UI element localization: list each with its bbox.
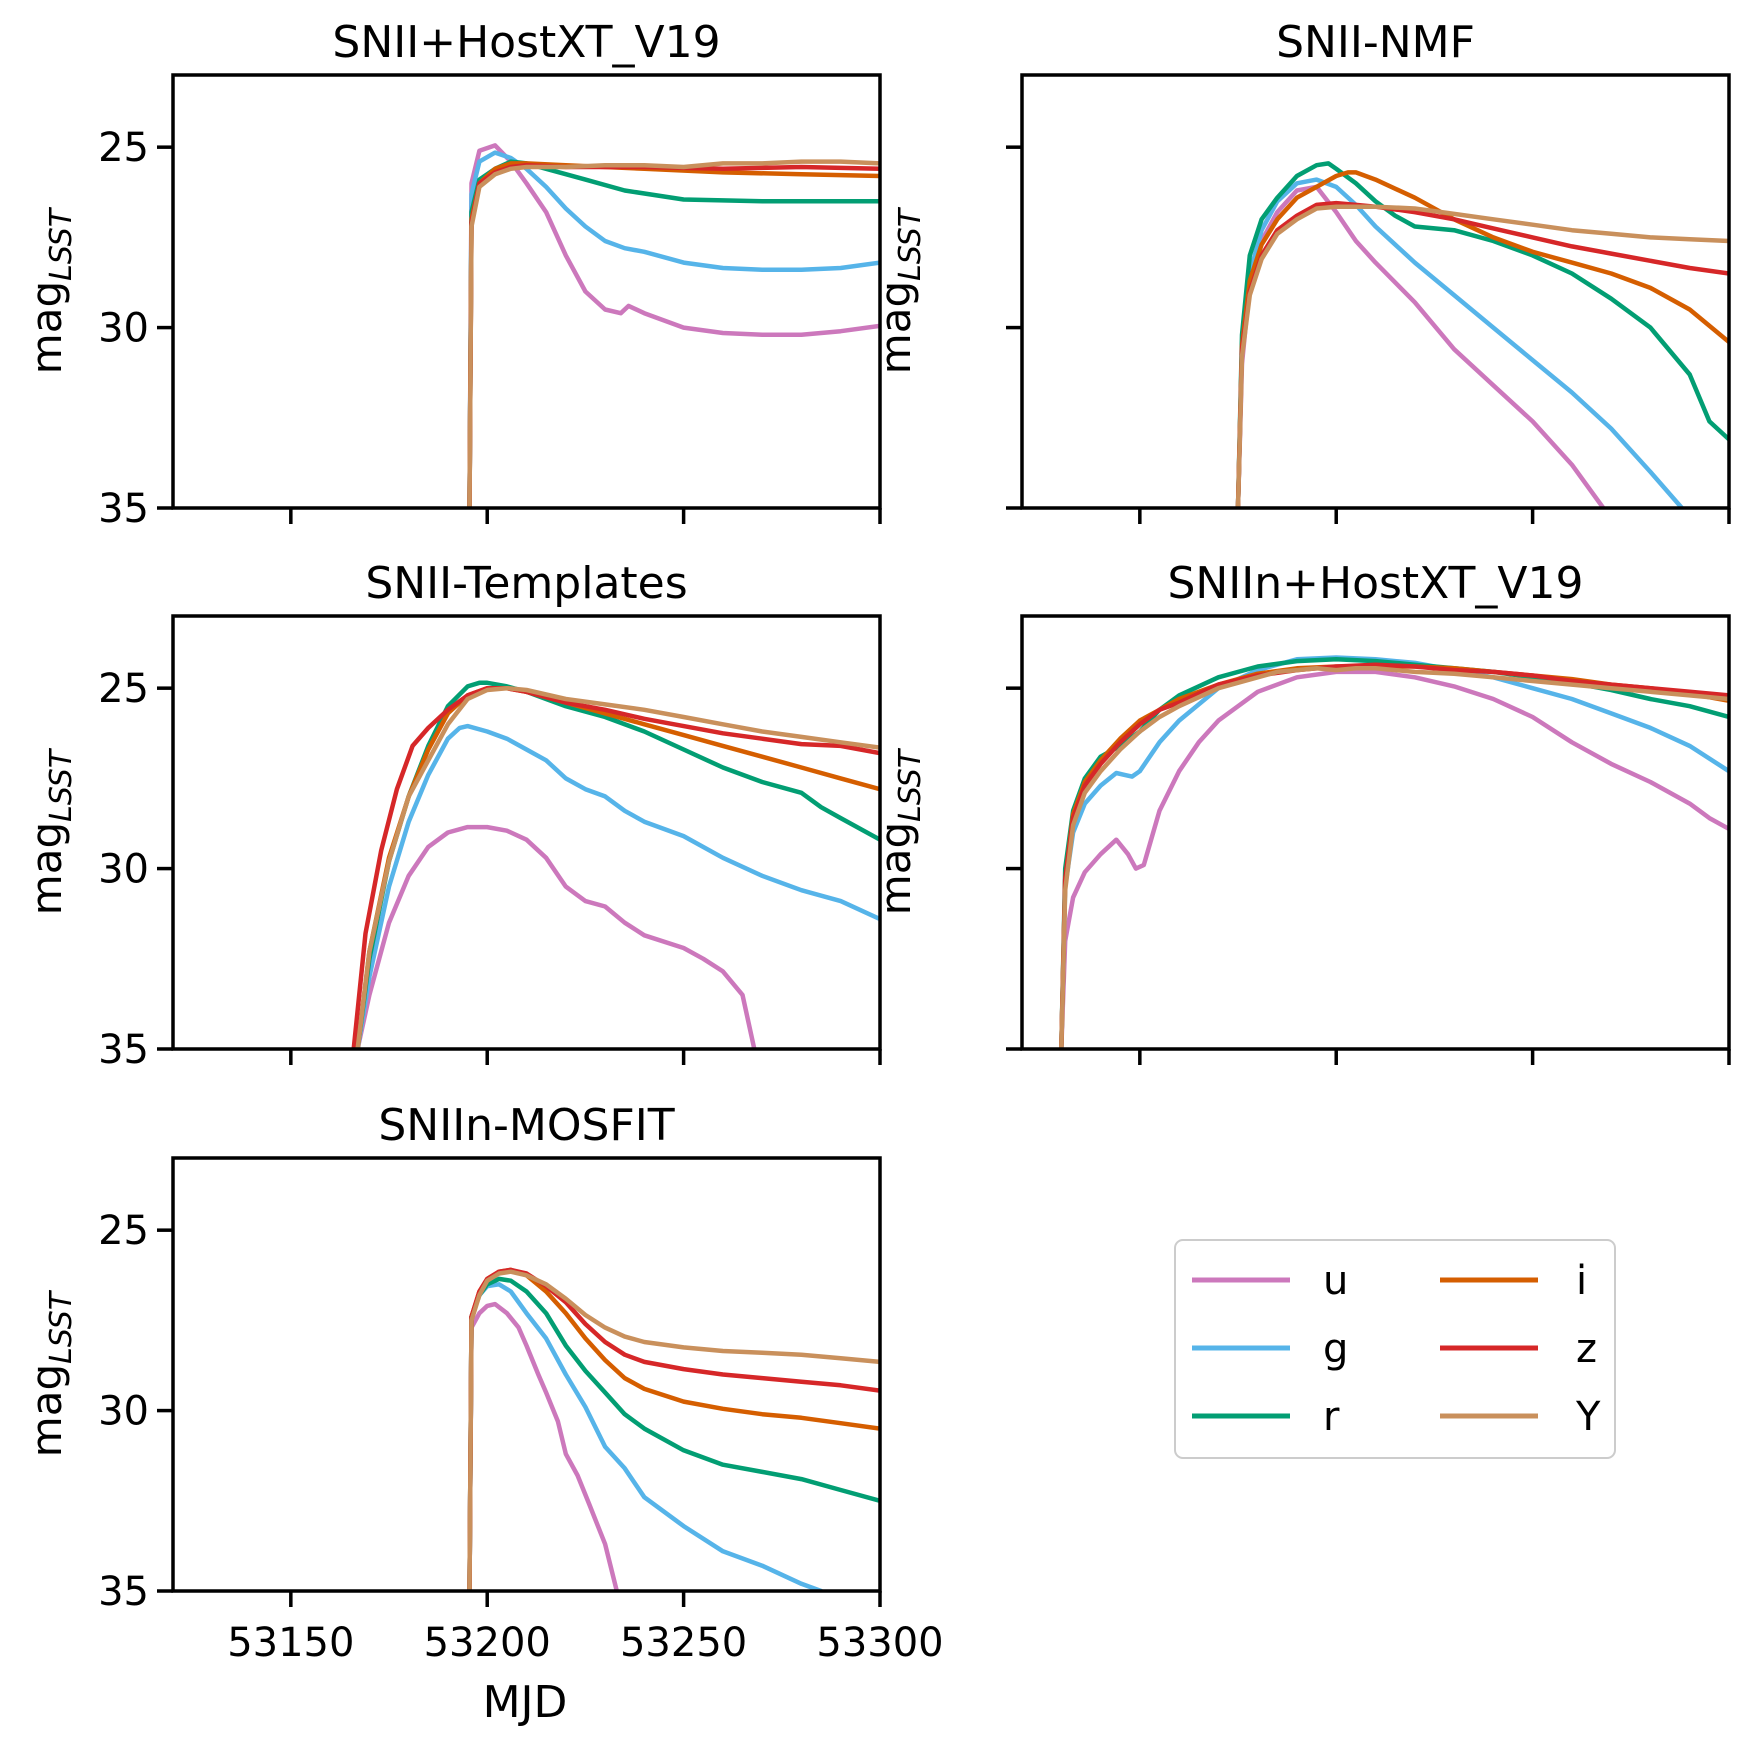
series-line-r <box>1235 161 1729 508</box>
series-line-u <box>355 824 757 1049</box>
series-line-u <box>1235 184 1606 508</box>
y-axis-label-subscript: LSST <box>44 747 79 822</box>
axes-frame <box>1020 614 1731 1051</box>
legend-label-Y: Y <box>1575 1394 1601 1440</box>
series-line-r <box>467 159 880 508</box>
y-tick-label: 30 <box>98 306 149 352</box>
y-tick-label: 30 <box>98 1389 149 1435</box>
y-axis-label-subscript: LSST <box>44 206 79 281</box>
series-line-Y <box>467 1269 880 1591</box>
y-tick-label: 35 <box>98 1027 149 1073</box>
x-tick-label: 53200 <box>424 1620 551 1666</box>
legend-label-z: z <box>1576 1326 1597 1372</box>
series-group <box>467 1267 880 1591</box>
legend-label-u: u <box>1323 1258 1348 1304</box>
axes-frame <box>1020 73 1731 510</box>
y-axis-label-main: mag <box>22 281 71 374</box>
legend: u g r i z Y <box>1174 1239 1616 1459</box>
series-group <box>1059 655 1729 1049</box>
y-tick-label: 30 <box>98 847 149 893</box>
y-axis-label: magLSST <box>871 747 928 915</box>
y-axis-label: magLSST <box>22 747 79 915</box>
panel-title: SNII-Templates <box>365 558 687 609</box>
series-line-g <box>355 723 880 1049</box>
series-line-Y <box>467 159 880 508</box>
y-tick-label: 25 <box>98 1208 149 1254</box>
y-axis-label-subscript: LSST <box>893 206 928 281</box>
series-line-u <box>467 143 880 508</box>
x-tick-label: 53300 <box>816 1620 943 1666</box>
y-axis-label-main: mag <box>22 1364 71 1457</box>
series-line-g <box>1235 177 1685 508</box>
y-axis-label: magLSST <box>22 206 79 374</box>
series-line-i <box>467 161 880 508</box>
y-axis-label-main: mag <box>871 822 920 915</box>
y-axis-label-subscript: LSST <box>893 747 928 822</box>
series-line-g <box>467 150 880 508</box>
y-tick-label: 35 <box>98 1569 149 1615</box>
series-line-Y <box>1059 666 1729 1049</box>
panel-title: SNII-NMF <box>1276 17 1475 68</box>
panels: 253035SNII+HostXT_V19magLSSTSNII-NMFmagL… <box>22 17 1731 1728</box>
legend-frame <box>1174 1239 1616 1459</box>
legend-label-r: r <box>1323 1394 1340 1440</box>
x-tick-label: 53150 <box>227 1620 354 1666</box>
y-axis-label: magLSST <box>22 1289 79 1457</box>
axes-frame <box>171 73 882 510</box>
panel-5: 25 30 35 53150 53200 53250 53300 SNIIn-MOSFIT ma… <box>22 1100 944 1728</box>
legend-label-i: i <box>1576 1258 1587 1304</box>
panel-title: SNII+HostXT_V19 <box>332 17 720 68</box>
series-line-z <box>1235 200 1729 508</box>
series-line-u <box>1059 669 1729 1049</box>
x-axis-label: MJD <box>483 1677 568 1728</box>
series-line-z <box>1059 662 1729 1049</box>
y-tick-label: 25 <box>98 666 149 712</box>
series-line-i <box>1235 170 1729 508</box>
y-axis-label-main: mag <box>871 281 920 374</box>
legend-label-g: g <box>1323 1326 1348 1372</box>
series-line-z <box>467 162 880 508</box>
y-tick-label: 25 <box>98 125 149 171</box>
axes-frame <box>171 1156 882 1593</box>
series-group <box>351 680 880 1049</box>
panel-title: SNIIn-MOSFIT <box>378 1100 674 1151</box>
y-axis-label: magLSST <box>871 206 928 374</box>
panel-3: 25 30 35 SNII-Templates magLSST <box>22 558 882 1073</box>
series-line-u <box>467 1301 620 1591</box>
series-line-r <box>467 1276 880 1591</box>
panel-2: SNII-NMF magLSST <box>871 17 1731 524</box>
series-group <box>1235 161 1729 508</box>
series-line-Y <box>1235 204 1729 508</box>
y-axis-label-main: mag <box>22 822 71 915</box>
series-line-g <box>1059 655 1729 1049</box>
axes-frame <box>171 614 882 1051</box>
y-axis-label-subscript: LSST <box>44 1289 79 1364</box>
panel-title: SNIIn+HostXT_V19 <box>1167 558 1583 609</box>
series-line-Y <box>355 685 880 1049</box>
series-group <box>467 143 880 508</box>
series-line-i <box>1059 664 1729 1049</box>
y-tick-label: 35 <box>98 486 149 532</box>
x-tick-label: 53250 <box>620 1620 747 1666</box>
